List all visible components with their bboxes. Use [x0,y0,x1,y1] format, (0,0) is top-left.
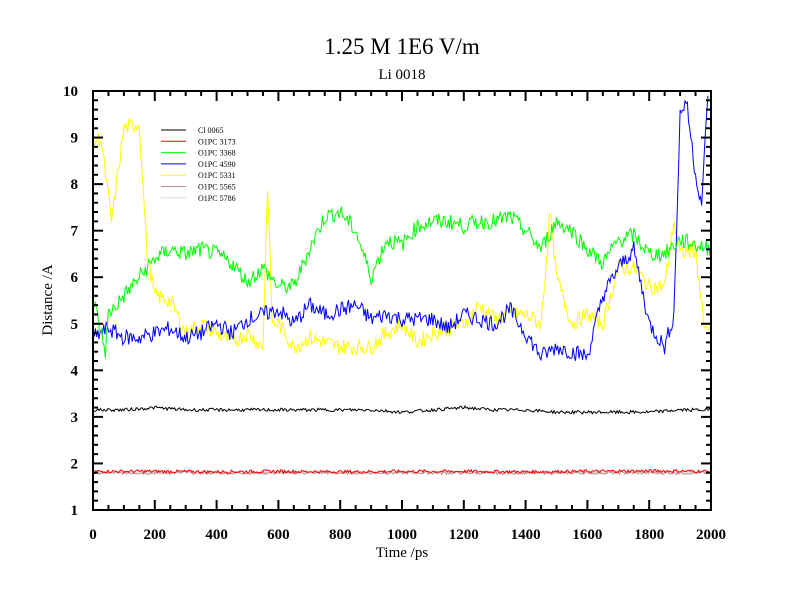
legend-item: Cl 0065 [161,126,224,135]
series-line-cl-0065 [92,405,712,415]
y-tick-label: 9 [71,131,79,147]
y-tick-labels: 1 2 3 4 5 6 7 8 9 10 [63,84,79,519]
chart-title: 1.25 M 1E6 V/m [324,34,480,59]
legend-label: O1PC 4590 [198,160,236,169]
y-tick-label: 2 [71,456,79,472]
legend-item: O1PC 3368 [161,149,236,158]
y-tick-label: 1 [71,503,79,519]
x-tick-label: 800 [329,527,352,543]
legend-item: O1PC 5565 [161,183,236,192]
series-line-o1pc-3173 [92,468,712,475]
x-tick-label: 1200 [449,527,479,543]
y-tick-label: 3 [71,410,79,426]
legend-label: O1PC 5565 [198,183,236,192]
y-tick-label: 8 [71,177,79,193]
legend-item: O1PC 3173 [161,137,236,146]
series-layer [92,95,712,476]
x-tick-label: 2000 [696,527,726,543]
x-tick-label: 600 [267,527,290,543]
legend-label: Cl 0065 [198,126,224,135]
y-tick-label: 5 [71,317,79,333]
chart-subtitle: Li 0018 [378,67,425,83]
y-tick-label: 4 [71,363,79,379]
y-tick-label: 6 [71,270,79,286]
x-axis-label: Time /ps [376,545,429,561]
legend-item: O1PC 5331 [161,171,236,180]
x-tick-label: 1600 [572,527,602,543]
x-tick-label: 0 [89,527,97,543]
axis-ticks [92,90,712,511]
legend-label: O1PC 5331 [198,171,236,180]
y-tick-label: 10 [63,84,78,100]
x-tick-label: 200 [144,527,167,543]
y-tick-label: 7 [71,224,79,240]
series-line-o1pc-3368 [92,206,712,359]
legend-label: O1PC 3368 [198,149,236,158]
x-tick-label: 1800 [634,527,664,543]
x-tick-label: 400 [205,527,228,543]
x-tick-label: 1400 [511,527,541,543]
x-tick-labels: 0 200 400 600 800 1000 1200 1400 1600 1800 2000 [89,527,726,543]
legend: Cl 0065 O1PC 3173 O1PC 3368 O1PC 4590 O1PC 5… [161,126,236,203]
legend-item: O1PC 4590 [161,160,236,169]
legend-label: O1PC 3173 [198,137,236,146]
series-line-o1pc-4590 [92,95,709,362]
x-tick-label: 1000 [387,527,417,543]
y-axis-label: Distance /A [40,264,56,335]
legend-label: O1PC 5786 [198,194,236,203]
legend-item: O1PC 5786 [161,194,236,203]
